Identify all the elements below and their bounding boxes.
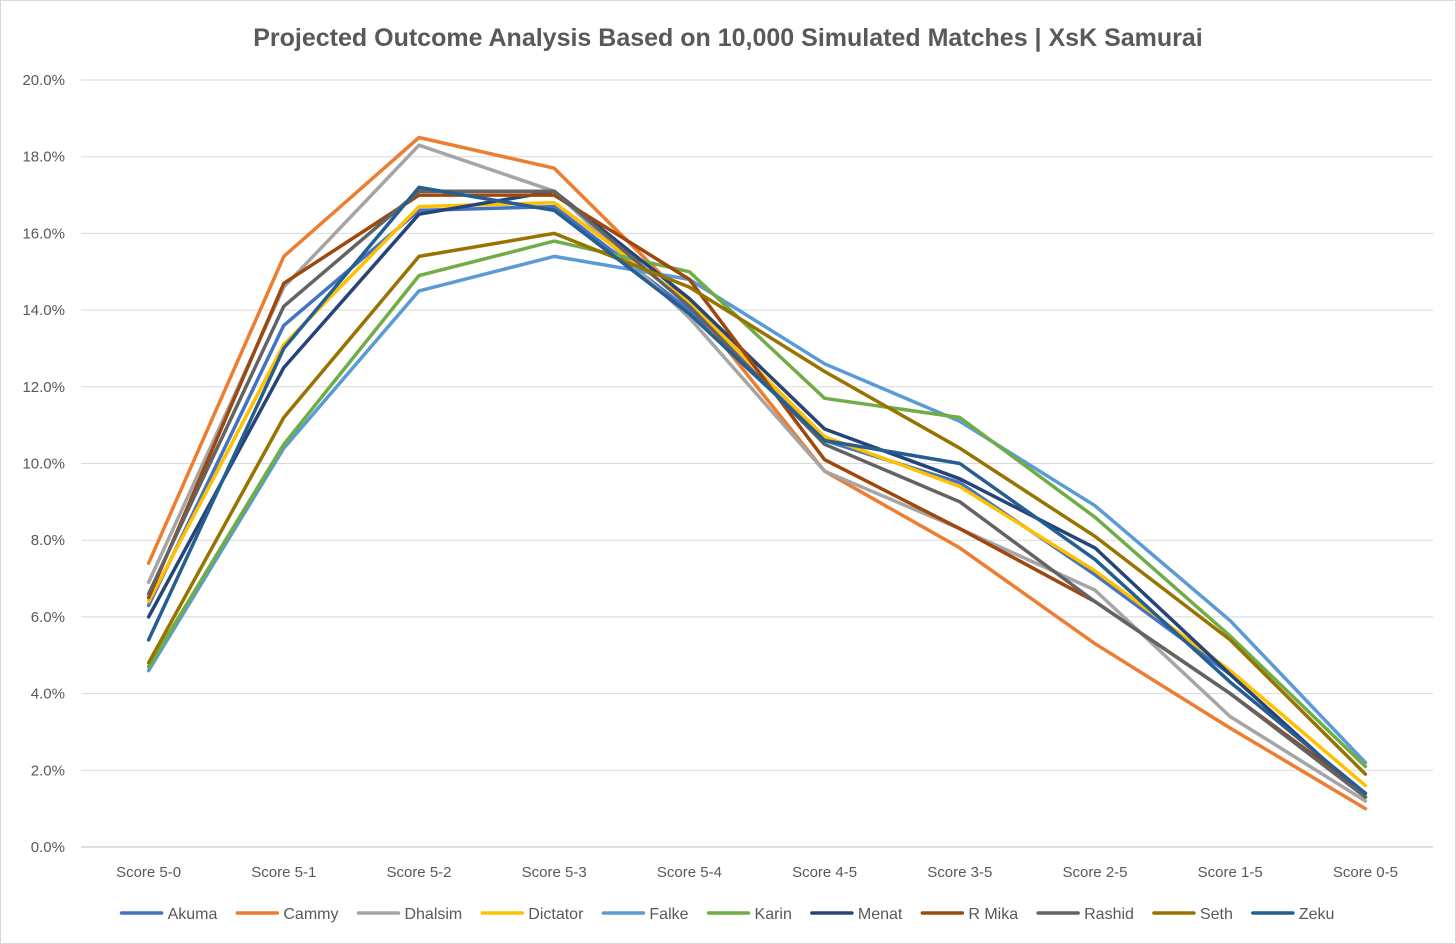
x-tick-label: Score 5-1 bbox=[251, 864, 316, 881]
legend-item-rashid: Rashid bbox=[1036, 906, 1134, 923]
legend-item-dhalsim: Dhalsim bbox=[356, 906, 462, 923]
legend-item-seth: Seth bbox=[1152, 906, 1233, 923]
y-tick-label: 0.0% bbox=[31, 839, 65, 856]
y-tick-label: 4.0% bbox=[31, 686, 65, 703]
legend-item-menat: Menat bbox=[810, 906, 903, 923]
x-tick-label: Score 0-5 bbox=[1333, 864, 1398, 881]
x-tick-label: Score 2-5 bbox=[1062, 864, 1127, 881]
legend-label: Zeku bbox=[1299, 906, 1335, 923]
y-tick-label: 6.0% bbox=[31, 609, 65, 626]
legend-item-r-mika: R Mika bbox=[920, 906, 1018, 923]
y-tick-label: 18.0% bbox=[22, 149, 65, 166]
y-tick-label: 16.0% bbox=[22, 225, 65, 242]
x-tick-label: Score 3-5 bbox=[927, 864, 992, 881]
chart-title: Projected Outcome Analysis Based on 10,0… bbox=[253, 24, 1202, 52]
x-tick-label: Score 5-0 bbox=[116, 864, 181, 881]
series-line-zeku bbox=[146, 185, 1368, 796]
legend-item-zeku: Zeku bbox=[1251, 906, 1335, 923]
legend-label: Menat bbox=[858, 906, 903, 923]
legend-label: Karin bbox=[755, 906, 792, 923]
y-tick-label: 2.0% bbox=[31, 762, 65, 779]
x-tick-label: Score 1-5 bbox=[1198, 864, 1263, 881]
series-line-cammy bbox=[146, 135, 1368, 811]
legend-label: Seth bbox=[1200, 906, 1233, 923]
legend-label: R Mika bbox=[968, 906, 1018, 923]
series-lines bbox=[146, 135, 1368, 811]
legend-item-cammy: Cammy bbox=[235, 906, 338, 923]
legend-label: Akuma bbox=[168, 906, 218, 923]
legend-item-karin: Karin bbox=[706, 906, 792, 923]
legend-item-falke: Falke bbox=[601, 906, 689, 923]
series-line-falke bbox=[146, 254, 1368, 765]
legend-label: Rashid bbox=[1084, 906, 1134, 923]
x-tick-label: Score 5-3 bbox=[522, 864, 587, 881]
gridlines bbox=[81, 79, 1433, 848]
legend: Akuma Cammy Dhalsim Dictator Falke Karin Menat… bbox=[119, 906, 1335, 923]
legend-label: Falke bbox=[649, 906, 688, 923]
y-tick-label: 8.0% bbox=[31, 532, 65, 549]
y-axis-tick-labels: 0.0% 2.0% 4.0% 6.0% 8.0% 10.0% 12.0% 14.0% 16.0%… bbox=[22, 72, 65, 856]
legend-label: Cammy bbox=[283, 906, 338, 923]
y-tick-label: 20.0% bbox=[22, 72, 65, 89]
series-line-dhalsim bbox=[146, 143, 1368, 803]
series-line-seth bbox=[146, 231, 1368, 776]
x-tick-label: Score 5-2 bbox=[386, 864, 451, 881]
legend-label: Dictator bbox=[528, 906, 584, 923]
y-tick-label: 14.0% bbox=[22, 302, 65, 319]
legend-item-akuma: Akuma bbox=[119, 906, 218, 923]
series-line-menat bbox=[146, 189, 1368, 799]
y-tick-label: 12.0% bbox=[22, 379, 65, 396]
legend-item-dictator: Dictator bbox=[480, 906, 584, 923]
x-axis-tick-labels: Score 5-0 Score 5-1 Score 5-2 Score 5-3 Scor… bbox=[116, 864, 1398, 881]
x-tick-label: Score 5-4 bbox=[657, 864, 722, 881]
x-tick-label: Score 4-5 bbox=[792, 864, 857, 881]
y-tick-label: 10.0% bbox=[22, 456, 65, 473]
series-line-karin bbox=[146, 239, 1368, 769]
series-line-rashid bbox=[146, 189, 1368, 799]
legend-label: Dhalsim bbox=[404, 906, 462, 923]
